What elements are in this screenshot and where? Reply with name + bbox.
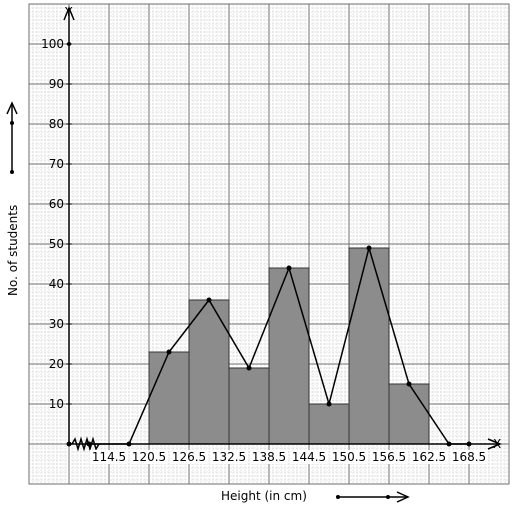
histogram-bars (148, 247, 430, 445)
x-scale-dot (336, 495, 340, 499)
y-axis-arrow (63, 6, 75, 21)
x-tick-label: 162.5 (412, 450, 446, 464)
bar-7 (388, 383, 430, 445)
y-tick-label: 50 (49, 237, 64, 251)
x-tick-label: 126.5 (172, 450, 206, 464)
polygon-point (406, 381, 412, 387)
y-scale-dot (10, 121, 14, 125)
x-tick-label-bg (130, 450, 168, 464)
y-tick-label: 40 (49, 277, 64, 291)
x-scale-dot (386, 495, 390, 499)
y-axis-title: No. of students (6, 205, 20, 296)
polygon-point (206, 297, 212, 303)
x-tick-label-bg (210, 450, 248, 464)
x-tick-label-bg (330, 450, 368, 464)
x-tick-label: 120.5 (132, 450, 166, 464)
x-tick-label-bg (450, 450, 488, 464)
bar-6 (348, 247, 390, 445)
origin-point (66, 441, 72, 447)
x-tick-label-bg (290, 450, 328, 464)
y-scale-arrow-head (6, 101, 18, 115)
polygon-point (446, 441, 452, 447)
bar-4 (268, 267, 310, 445)
polygon-point (246, 365, 252, 371)
polygon-point (286, 265, 292, 271)
x-tick-label: 150.5 (332, 450, 366, 464)
x-tick-label-bg (170, 450, 208, 464)
x-tick-label: 156.5 (372, 450, 406, 464)
y-tick-label: 60 (49, 197, 64, 211)
frequency-polygon (66, 245, 472, 447)
x-axis-letter: X (493, 437, 501, 451)
x-tick-label-bg (370, 450, 408, 464)
y-axis-letter: Y (64, 5, 73, 19)
x-tick-label: 144.5 (292, 450, 326, 464)
polygon-point (326, 401, 332, 407)
polygon-point (86, 441, 92, 447)
y-tick-label: 90 (49, 77, 64, 91)
bar-3 (228, 367, 270, 445)
bar-1 (148, 351, 190, 445)
x-axis-arrow (487, 438, 502, 450)
bar-5 (308, 403, 350, 445)
polygon-point (126, 441, 132, 447)
polygon-point (166, 349, 172, 355)
polygon-point (366, 245, 372, 251)
x-tick-label: 132.5 (212, 450, 246, 464)
y-tick-label: 80 (49, 117, 64, 131)
bar-2 (188, 299, 230, 445)
polygon-point (466, 441, 472, 447)
y-tick-label: 30 (49, 317, 64, 331)
x-tick-label-bg (250, 450, 288, 464)
y-tick-label: 10 (49, 397, 64, 411)
x-axis-title: Height (in cm) (221, 489, 307, 503)
tick-labels: 10 20 30 40 50 60 70 80 90 100 114.5 120.5 126.5 132.… (41, 37, 488, 464)
y-tick-label: 20 (49, 357, 64, 371)
y-tick-label: 100 (41, 37, 64, 51)
x-tick-label-bg (410, 450, 448, 464)
y-scale-dot (10, 170, 14, 174)
x-tick-label: 114.5 (92, 450, 126, 464)
x-tick-label: 138.5 (252, 450, 286, 464)
y-tick-label: 70 (49, 157, 64, 171)
x-scale-arrow-head (396, 491, 410, 503)
x-tick-label-bg (90, 450, 128, 464)
axes (6, 6, 502, 503)
x-tick-label: 168.5 (452, 450, 486, 464)
